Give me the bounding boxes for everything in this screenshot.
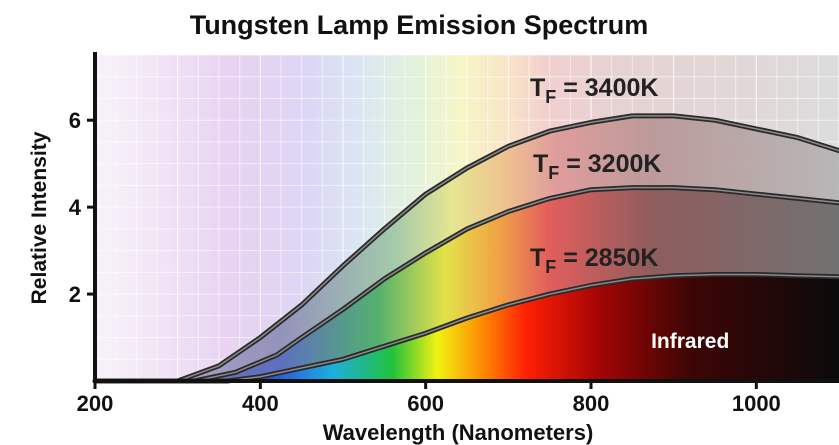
y-axis-ticks: 2 4 6 (69, 108, 95, 307)
y-tick-label: 6 (69, 108, 81, 133)
y-tick-label: 2 (69, 282, 81, 307)
curve-fill-2850K (95, 274, 839, 381)
annotation-infrared: Infrared (651, 330, 729, 353)
x-tick-label: 600 (407, 391, 444, 416)
series-line-highlight-2850K (95, 273, 839, 382)
y-tick-label: 4 (69, 195, 82, 220)
x-axis-ticks: 200 400 600 800 1000 (77, 381, 781, 416)
curve-label-3400K: TF = 3400K (530, 74, 658, 107)
curve-label-3200K: TF = 3200K (533, 150, 661, 183)
curve-label-2850K: TF = 2850K (530, 244, 658, 277)
x-tick-label: 200 (77, 391, 114, 416)
curve-labels: TF = 3400K TF = 3200K TF = 2850K (530, 74, 661, 277)
x-tick-label: 1000 (732, 391, 781, 416)
curve-fills (95, 115, 839, 382)
series-line-highlight-3200K (95, 186, 839, 382)
curve-lines (92, 113, 839, 384)
x-tick-label: 800 (573, 391, 610, 416)
chart-title: Tungsten Lamp Emission Spectrum (190, 10, 649, 40)
series-line-highlight-3400K (95, 115, 839, 382)
y-axis-label: Relative Intensity (28, 131, 51, 304)
x-axis-label: Wavelength (Nanometers) (323, 420, 594, 445)
annotations: Infrared (651, 330, 729, 353)
x-tick-label: 400 (242, 391, 279, 416)
